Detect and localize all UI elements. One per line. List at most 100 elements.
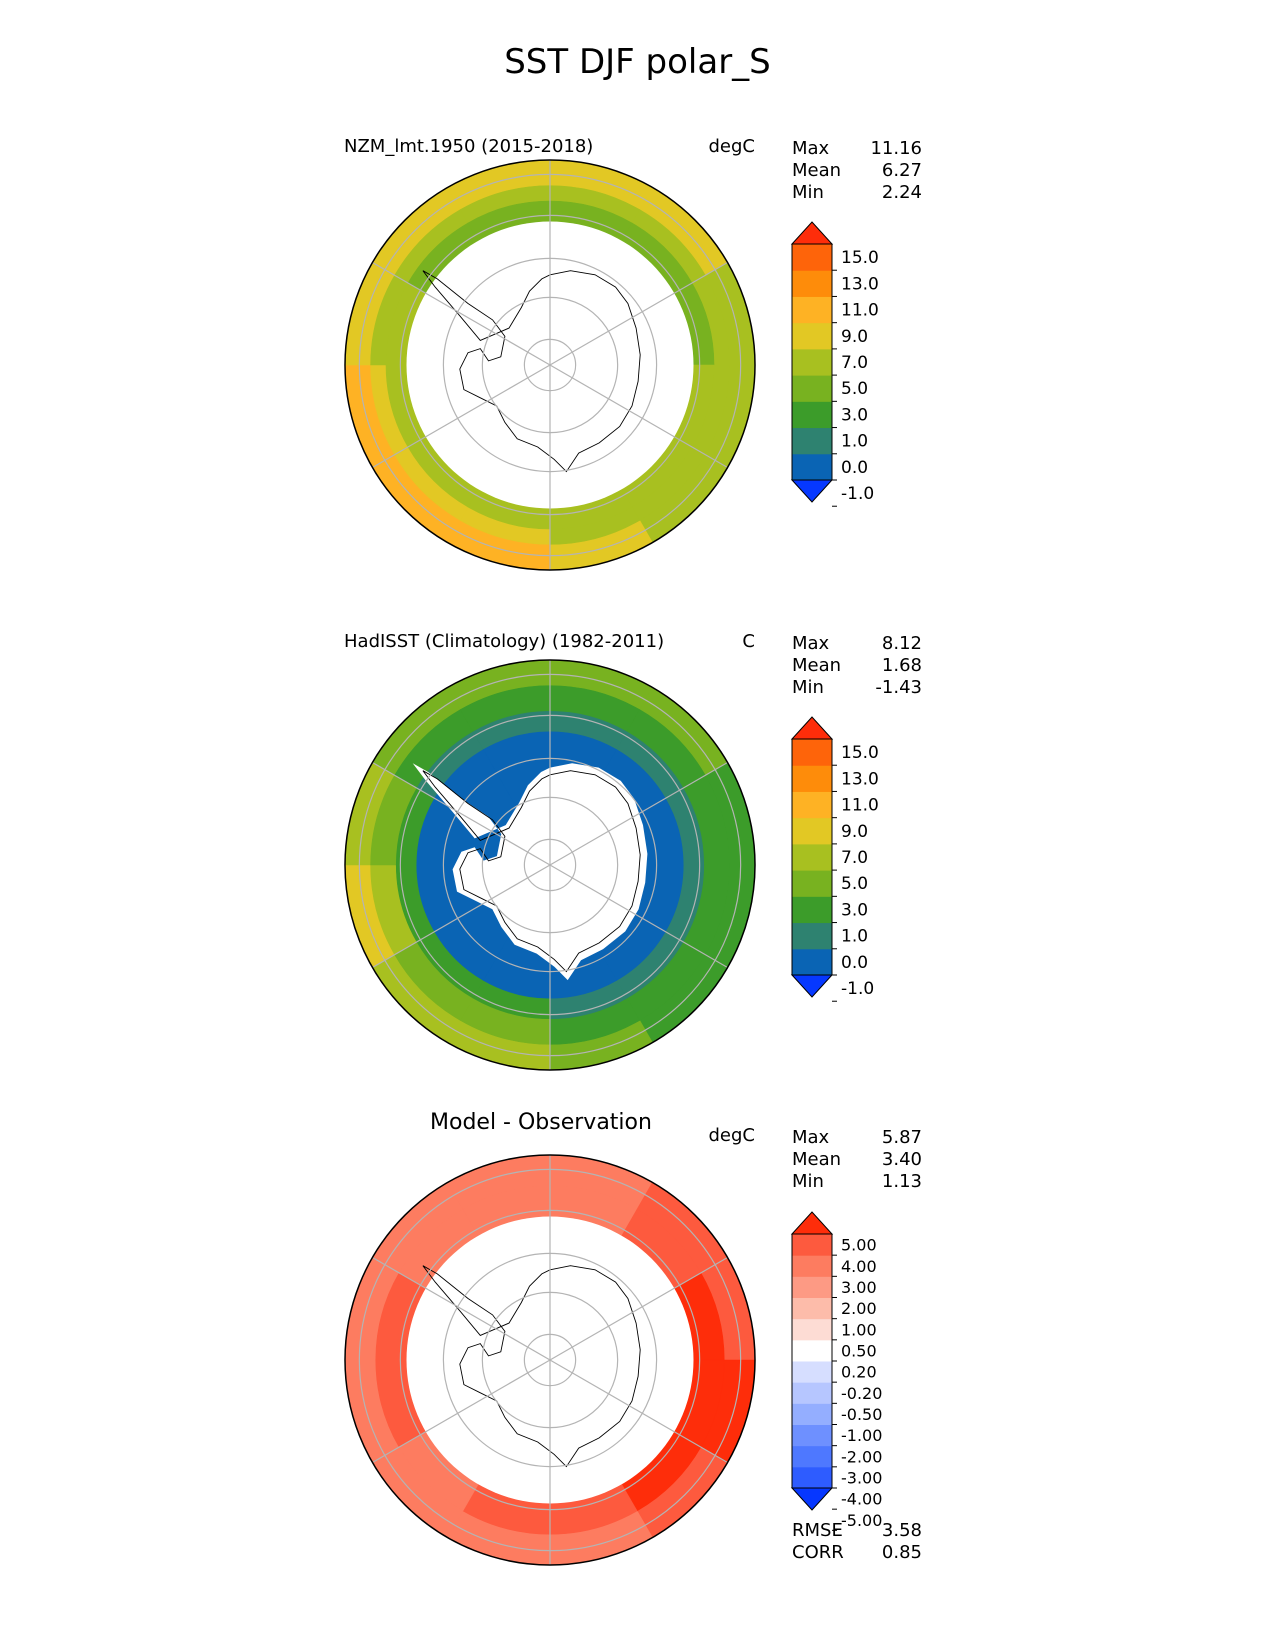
colorbar-swatch [792, 791, 832, 819]
meridian-gridline [549, 1256, 728, 1361]
colorbar-tick-label: 3.00 [841, 1278, 877, 1297]
colorbar-tick-label: 3.0 [841, 900, 868, 920]
colorbar-swatch [792, 296, 832, 324]
skill-scores: RMSE 3.58 CORR 0.85 [792, 1520, 922, 1564]
colorbar-tick-label: 7.0 [841, 848, 868, 868]
colorbar-extend-max [790, 1211, 834, 1235]
figure-title: SST DJF polar_S [504, 42, 771, 82]
colorbar-tick-label: 5.0 [841, 874, 868, 894]
colorbar-tick-label: -2.00 [841, 1447, 882, 1466]
colorbar-swatch [792, 270, 832, 297]
colorbar-swatch [792, 1297, 832, 1320]
panel-units: degC [708, 136, 756, 157]
panel-model: NZM_lmt.1950 (2015-2018) degC Max 11.16 M… [0, 130, 1275, 620]
meridian-gridline [372, 364, 551, 469]
map-boundary [344, 159, 756, 571]
stats-box: Max 8.12 Mean 1.68 Min -1.43 [792, 633, 922, 699]
colorbar-observation: 15.0 13.0 11.0 9.0 7.0 5.0 3.0 1.0 0.0 -1.0 [790, 716, 879, 1002]
map-boundary [344, 659, 756, 1071]
rmse-label: RMSE [792, 1520, 843, 1541]
colorbar-swatch [792, 1234, 832, 1256]
stat-value: 11.16 [870, 138, 922, 159]
panel-units: degC [708, 1125, 756, 1146]
colorbar-swatch [792, 1339, 832, 1362]
colorbar-extend-min [790, 1487, 834, 1511]
stat-label: Min [792, 182, 824, 203]
stat-label: Max [792, 138, 830, 159]
colorbar-model: 15.0 13.0 11.0 9.0 7.0 5.0 3.0 1.0 0.0 -1.0 [790, 221, 879, 507]
colorbar-tick-label: -0.50 [841, 1405, 882, 1424]
colorbar-tick-label: -1.0 [841, 484, 874, 504]
stat-value: -1.43 [875, 677, 922, 698]
colorbar-swatch [792, 401, 832, 429]
stat-value: 1.13 [881, 1171, 922, 1192]
colorbar-swatch [792, 453, 832, 481]
corr-label: CORR [792, 1542, 844, 1563]
meridian-gridline [372, 261, 551, 366]
colorbar-tick-label: 1.0 [841, 927, 868, 947]
colorbar-swatch [792, 1382, 832, 1404]
colorbar-tick-label: -3.00 [841, 1468, 882, 1487]
meridian-gridline [372, 1256, 551, 1361]
stat-value: 2.24 [881, 182, 922, 203]
colorbar-swatch [792, 843, 832, 871]
colorbar-tick-label: -1.0 [841, 979, 874, 999]
stat-label: Min [792, 677, 824, 698]
stat-value: 5.87 [881, 1127, 922, 1148]
colorbar-tick-label: 9.0 [841, 327, 868, 347]
colorbar-tick-label: 13.0 [841, 274, 879, 294]
panel-units: C [742, 631, 755, 652]
panel-observation: HadISST (Climatology) (1982-2011) C Max 8… [0, 625, 1275, 1115]
meridian-gridline [549, 261, 728, 366]
colorbar-tick-label: -0.20 [841, 1384, 882, 1403]
panel-title: HadISST (Climatology) (1982-2011) [344, 631, 665, 652]
colorbar-extend-max [790, 221, 834, 245]
colorbar-swatch [792, 739, 832, 766]
colorbar-swatch [792, 1276, 832, 1298]
panel-title: Model - Observation [430, 1110, 652, 1135]
colorbar-tick-label: 0.0 [841, 458, 868, 478]
colorbar-swatch [792, 1318, 832, 1341]
stat-value: 3.40 [881, 1149, 922, 1170]
colorbar-swatch [792, 1424, 832, 1447]
polar-map-observation [344, 659, 756, 1071]
meridian-gridline [549, 1359, 728, 1464]
colorbar-swatch [792, 244, 832, 271]
map-boundary [344, 1154, 756, 1566]
colorbar-swatch [792, 348, 832, 376]
colorbar-swatch [792, 375, 832, 402]
stat-value: 6.27 [881, 160, 922, 181]
colorbar-swatch [792, 427, 832, 455]
colorbar-tick-label: 0.0 [841, 953, 868, 973]
stat-label: Mean [792, 655, 842, 676]
colorbar-tick-label: 15.0 [841, 248, 879, 268]
sea-ice-region [412, 763, 648, 981]
meridian-gridline [372, 761, 551, 866]
colorbar-tick-label: 2.00 [841, 1299, 877, 1318]
stat-value: 1.68 [881, 655, 922, 676]
colorbar-tick-label: 1.00 [841, 1320, 877, 1339]
colorbar-difference: 5.00 4.00 3.00 2.00 1.00 0.50 0.20 -0.20 -0.50 -1… [790, 1211, 882, 1531]
colorbar-swatch [792, 948, 832, 976]
colorbar-tick-label: 0.50 [841, 1341, 877, 1360]
colorbar-tick-label: 0.20 [841, 1363, 877, 1382]
stats-box: Max 11.16 Mean 6.27 Min 2.24 [792, 138, 922, 204]
meridian-gridline [372, 1359, 551, 1464]
colorbar-tick-label: -5.00 [841, 1511, 882, 1530]
meridian-gridline [549, 864, 728, 969]
colorbar-extend-min [790, 974, 834, 998]
panel-difference: Model - Observation degC Max 5.87 Mean 3.4… [0, 1110, 1275, 1610]
stat-value: 8.12 [881, 633, 922, 654]
stats-box: Max 5.87 Mean 3.40 Min 1.13 [792, 1127, 922, 1193]
colorbar-tick-label: 4.00 [841, 1257, 877, 1276]
stat-label: Max [792, 633, 830, 654]
colorbar-tick-label: -1.00 [841, 1426, 882, 1445]
stat-label: Min [792, 1171, 824, 1192]
colorbar-tick-label: 1.0 [841, 432, 868, 452]
colorbar-extend-min [790, 479, 834, 503]
rmse-value: 3.58 [881, 1520, 922, 1541]
meridian-gridline [372, 864, 551, 969]
colorbar-tick-label: 3.0 [841, 405, 868, 425]
colorbar-swatch [792, 896, 832, 924]
colorbar-swatch [792, 870, 832, 897]
